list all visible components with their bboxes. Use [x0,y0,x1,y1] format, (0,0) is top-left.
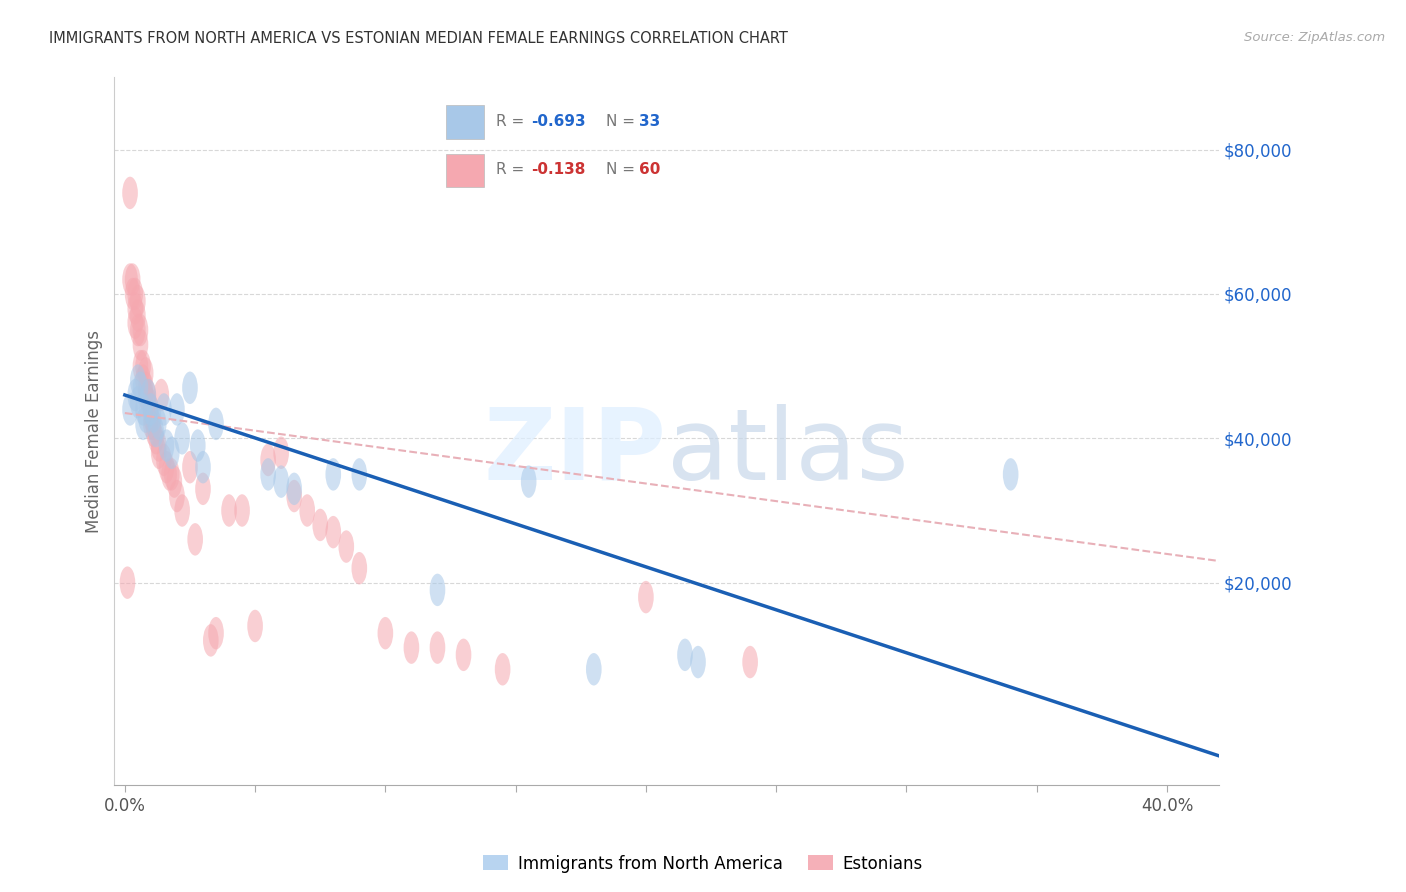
Ellipse shape [146,415,162,447]
Ellipse shape [143,393,159,425]
Ellipse shape [742,646,758,678]
Ellipse shape [153,379,169,411]
Ellipse shape [352,458,367,491]
Ellipse shape [690,646,706,678]
Ellipse shape [273,436,290,469]
Ellipse shape [129,300,146,332]
Ellipse shape [128,379,143,411]
Ellipse shape [638,581,654,614]
Ellipse shape [128,307,143,339]
Ellipse shape [430,574,446,607]
Ellipse shape [143,393,159,425]
Ellipse shape [146,408,162,440]
Ellipse shape [122,263,138,296]
Ellipse shape [495,653,510,686]
Ellipse shape [678,639,693,671]
Ellipse shape [128,277,143,310]
Ellipse shape [273,466,290,498]
Ellipse shape [150,408,166,440]
Text: Source: ZipAtlas.com: Source: ZipAtlas.com [1244,31,1385,45]
Ellipse shape [156,393,172,425]
Ellipse shape [430,632,446,664]
Ellipse shape [129,314,146,346]
Ellipse shape [247,610,263,642]
Ellipse shape [122,393,138,425]
Ellipse shape [202,624,218,657]
Ellipse shape [138,372,153,404]
Ellipse shape [169,480,184,512]
Ellipse shape [122,177,138,209]
Ellipse shape [195,473,211,505]
Ellipse shape [135,393,150,425]
Ellipse shape [141,379,156,411]
Ellipse shape [143,408,159,440]
Ellipse shape [165,436,180,469]
Ellipse shape [404,632,419,664]
Y-axis label: Median Female Earnings: Median Female Earnings [86,330,103,533]
Ellipse shape [148,415,165,447]
Ellipse shape [183,451,198,483]
Ellipse shape [195,451,211,483]
Ellipse shape [135,364,150,397]
Ellipse shape [159,429,174,462]
Ellipse shape [135,350,150,383]
Ellipse shape [260,458,276,491]
Ellipse shape [520,466,537,498]
Text: IMMIGRANTS FROM NORTH AMERICA VS ESTONIAN MEDIAN FEMALE EARNINGS CORRELATION CHA: IMMIGRANTS FROM NORTH AMERICA VS ESTONIA… [49,31,789,46]
Ellipse shape [339,531,354,563]
Ellipse shape [138,379,153,411]
Ellipse shape [129,364,146,397]
Ellipse shape [378,617,394,649]
Ellipse shape [325,516,342,549]
Ellipse shape [260,443,276,476]
Ellipse shape [132,372,148,404]
Ellipse shape [141,386,156,418]
Ellipse shape [129,386,146,418]
Ellipse shape [174,422,190,455]
Ellipse shape [120,566,135,599]
Ellipse shape [221,494,236,527]
Ellipse shape [208,408,224,440]
Ellipse shape [138,357,153,390]
Ellipse shape [141,379,156,411]
Ellipse shape [235,494,250,527]
Ellipse shape [166,466,183,498]
Ellipse shape [150,429,166,462]
Ellipse shape [162,458,177,491]
Ellipse shape [143,401,159,433]
Ellipse shape [187,523,202,556]
Ellipse shape [312,508,328,541]
Ellipse shape [183,372,198,404]
Ellipse shape [325,458,342,491]
Ellipse shape [165,458,180,491]
Ellipse shape [456,639,471,671]
Legend: Immigrants from North America, Estonians: Immigrants from North America, Estonians [477,848,929,880]
Ellipse shape [128,293,143,325]
Ellipse shape [156,443,172,476]
Ellipse shape [174,494,190,527]
Text: ZIP: ZIP [484,404,666,500]
Ellipse shape [135,408,150,440]
Ellipse shape [287,473,302,505]
Ellipse shape [132,350,148,383]
Ellipse shape [159,451,174,483]
Ellipse shape [299,494,315,527]
Ellipse shape [125,263,141,296]
Ellipse shape [146,401,162,433]
Ellipse shape [148,422,165,455]
Ellipse shape [287,480,302,512]
Ellipse shape [208,617,224,649]
Ellipse shape [169,393,184,425]
Ellipse shape [138,401,153,433]
Ellipse shape [190,429,205,462]
Ellipse shape [125,277,141,310]
Ellipse shape [586,653,602,686]
Ellipse shape [1002,458,1018,491]
Ellipse shape [132,328,148,360]
Text: atlas: atlas [666,404,908,500]
Ellipse shape [352,552,367,584]
Ellipse shape [150,436,166,469]
Ellipse shape [129,285,146,318]
Ellipse shape [132,314,148,346]
